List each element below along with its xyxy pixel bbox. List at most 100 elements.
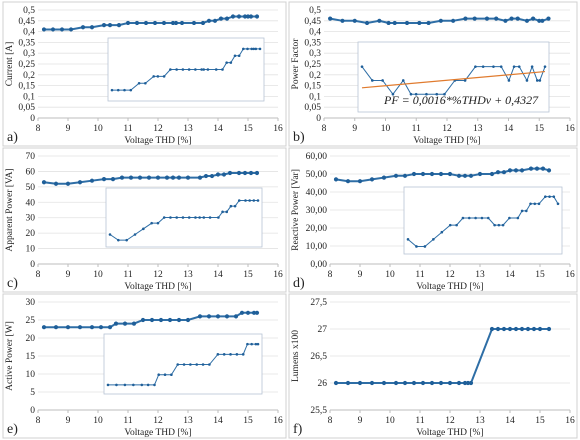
y-tick-label: 0,3 <box>309 49 321 59</box>
y-tick-label: 60,00 <box>306 152 328 162</box>
data-point <box>152 20 158 26</box>
inset-point <box>163 373 167 377</box>
inset-point <box>544 195 547 198</box>
inset-point <box>140 383 144 387</box>
inset-point <box>497 223 501 227</box>
y-tick-label: 0,25 <box>304 60 321 70</box>
data-point <box>236 170 242 176</box>
inset-point <box>516 216 520 220</box>
data-point <box>245 14 251 19</box>
y-tick-label: 0,1 <box>309 92 321 102</box>
data-point <box>501 170 507 175</box>
y-tick-label: 0,2 <box>309 71 321 81</box>
inset-point <box>146 383 150 387</box>
y-tick-label: 10 <box>26 245 36 255</box>
x-tick-label: 9 <box>66 416 71 426</box>
y-axis-label: Lumens x100 <box>291 330 301 382</box>
data-point <box>110 177 116 182</box>
data-point <box>392 20 397 26</box>
data-point <box>227 170 233 176</box>
inset-point <box>123 88 126 92</box>
x-tick-label: 10 <box>385 270 395 280</box>
inset-line <box>361 65 546 96</box>
inset-point <box>409 92 413 96</box>
y-tick-label: 50 <box>26 183 36 193</box>
data-point <box>531 326 537 332</box>
data-point <box>134 20 140 26</box>
y-tick-label: 26,5 <box>310 352 327 362</box>
data-point <box>218 16 224 21</box>
inset-point <box>156 75 160 78</box>
inset-point <box>125 238 128 242</box>
y-tick-label: 0,00 <box>310 260 327 270</box>
inset-point <box>157 373 161 377</box>
y-tick-label: 0 <box>316 114 321 124</box>
panel-frame <box>288 293 578 439</box>
data-point <box>393 380 399 386</box>
inset-point <box>129 88 133 92</box>
inset-point <box>123 383 127 387</box>
inset-point <box>208 363 211 366</box>
y-tick-label: 25 <box>26 316 36 326</box>
data-point <box>254 14 260 19</box>
inset-point <box>463 79 467 82</box>
data-point <box>158 317 164 323</box>
data-point <box>176 317 182 323</box>
inset-point <box>132 383 135 387</box>
data-point <box>77 325 83 330</box>
data-point <box>420 171 426 177</box>
inset-point <box>512 65 516 68</box>
x-tick-label: 13 <box>475 270 485 280</box>
inset-point <box>116 88 120 92</box>
data-point <box>369 380 375 386</box>
inset-point <box>533 202 537 206</box>
data-point <box>89 178 95 183</box>
inset-point <box>152 75 155 78</box>
x-tick-label: 8 <box>328 270 333 280</box>
x-tick-label: 15 <box>243 270 253 280</box>
data-point <box>429 171 435 177</box>
y-axis-label: Reactive Power [Var] <box>291 169 301 251</box>
data-point <box>402 380 408 386</box>
inset-point <box>137 81 141 85</box>
x-tick-label: 10 <box>381 124 391 134</box>
inset-point <box>256 342 260 346</box>
inset-zoom <box>107 37 265 102</box>
y-axis-label: Power Factor <box>291 38 301 90</box>
x-tick-label: 9 <box>358 270 363 280</box>
data-point <box>98 325 104 330</box>
data-point <box>528 166 534 171</box>
panel-letter: c) <box>7 276 18 291</box>
data-point <box>357 380 363 386</box>
data-point <box>477 171 483 177</box>
panel-4: 0,00 10,00 20,00 30,00 40,00 50,00 60,00 8 9 10 11… <box>288 147 578 293</box>
data-point <box>345 179 351 184</box>
inset-point <box>256 199 260 202</box>
inset-point <box>501 223 505 227</box>
inset-point <box>225 61 228 64</box>
data-point <box>381 175 387 180</box>
data-point <box>146 175 152 180</box>
inset-point <box>440 230 444 234</box>
inset-point <box>133 233 137 236</box>
x-tick-label: 10 <box>385 416 395 426</box>
data-point <box>386 20 391 26</box>
data-point <box>149 317 155 323</box>
inset-point <box>543 65 547 68</box>
x-tick-label: 16 <box>565 124 575 134</box>
x-axis-label: Voltage THD [%] <box>124 136 191 146</box>
inset-point <box>467 216 471 220</box>
data-point <box>447 380 453 386</box>
inset-point <box>110 88 114 92</box>
data-point <box>89 325 95 330</box>
data-point <box>438 380 444 386</box>
data-point <box>462 380 468 386</box>
x-tick-label: 11 <box>415 416 424 426</box>
inset-point <box>252 199 256 202</box>
data-point <box>495 326 501 332</box>
y-tick-label: 10,00 <box>306 242 328 252</box>
data-point <box>107 23 113 28</box>
data-point <box>179 20 185 26</box>
inset-point <box>414 92 418 96</box>
y-tick-label: 0 <box>30 406 35 416</box>
